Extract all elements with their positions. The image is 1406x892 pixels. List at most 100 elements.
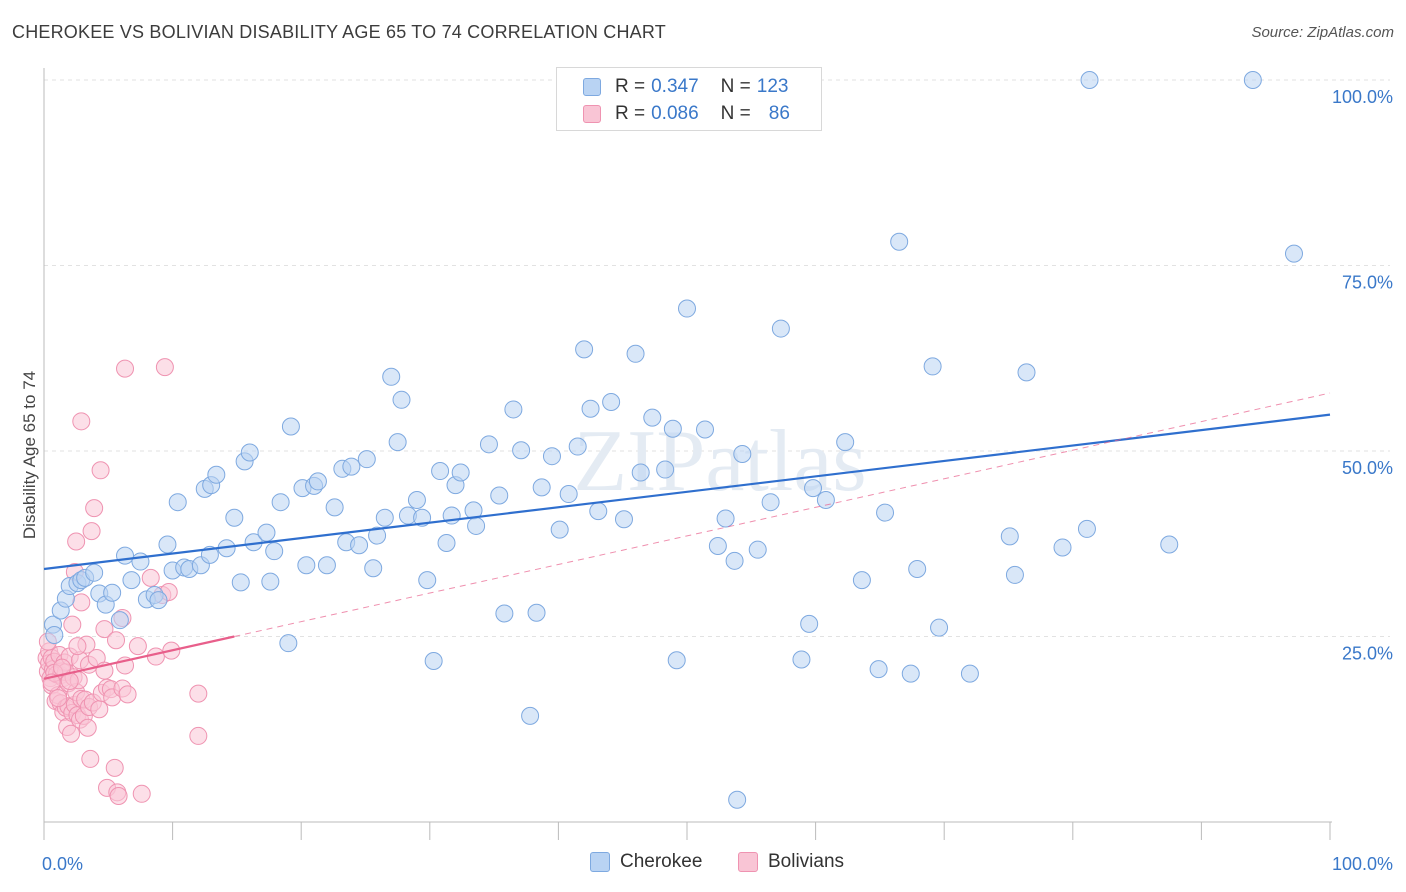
data-point-cherokee <box>1160 535 1179 554</box>
data-point-cherokee <box>521 706 540 725</box>
data-point-cherokee <box>559 485 578 504</box>
data-point-cherokee <box>257 523 276 542</box>
data-point-bolivians <box>72 412 91 431</box>
data-point-cherokee <box>716 509 735 528</box>
data-point-cherokee <box>357 450 376 469</box>
data-point-cherokee <box>490 486 509 505</box>
data-point-cherokee <box>696 420 715 439</box>
data-point-cherokee <box>240 443 259 462</box>
legend-swatch-cherokee <box>583 78 601 96</box>
correlation-legend: R = 0.347 N = 123 R = 0.086 N = 86 <box>556 67 822 131</box>
data-point-cherokee <box>431 462 450 481</box>
data-point-cherokee <box>771 319 790 338</box>
data-point-cherokee <box>168 493 187 512</box>
data-point-cherokee <box>1077 519 1096 538</box>
data-point-cherokee <box>418 571 437 590</box>
data-point-cherokee <box>804 479 823 498</box>
data-point-bolivians <box>81 749 100 768</box>
data-point-cherokee <box>908 559 927 578</box>
data-point-bolivians <box>90 700 109 719</box>
x-tick-label: 100.0% <box>1332 854 1393 874</box>
data-point-bolivians <box>53 658 72 677</box>
data-point-bolivians <box>118 685 137 704</box>
data-point-cherokee <box>279 634 298 653</box>
data-point-cherokee <box>231 573 250 592</box>
data-point-cherokee <box>930 618 949 637</box>
y-tick-label: 50.0% <box>1342 458 1393 478</box>
data-point-bolivians <box>62 724 81 743</box>
data-point-cherokee <box>122 571 141 590</box>
data-point-cherokee <box>382 367 401 386</box>
data-point-cherokee <box>437 534 456 553</box>
legend-r-label: R = <box>615 103 646 124</box>
x-tick-label: 0.0% <box>42 854 83 874</box>
data-point-cherokee <box>614 510 633 529</box>
data-point-bolivians <box>82 522 101 541</box>
data-point-cherokee <box>667 651 686 670</box>
data-point-bolivians <box>189 684 208 703</box>
data-point-cherokee <box>836 433 855 452</box>
legend-swatch-cherokee <box>590 852 610 872</box>
legend-swatch-bolivians <box>738 852 758 872</box>
series-cherokee <box>44 71 1303 809</box>
data-point-bolivians <box>49 689 68 708</box>
data-point-cherokee <box>728 790 747 809</box>
data-point-cherokee <box>149 591 168 610</box>
data-point-cherokee <box>852 571 871 590</box>
data-point-cherokee <box>392 390 411 409</box>
y-tick-label: 25.0% <box>1342 644 1393 664</box>
chart-title: CHEROKEE VS BOLIVIAN DISABILITY AGE 65 T… <box>12 22 666 42</box>
data-point-bolivians <box>128 637 147 656</box>
gridlines <box>44 79 1390 637</box>
data-point-cherokee <box>542 447 561 466</box>
data-point-bolivians <box>95 620 114 639</box>
legend-n-label: N = <box>720 76 751 97</box>
data-point-cherokee <box>350 536 369 555</box>
data-point-cherokee <box>375 508 394 527</box>
data-point-cherokee <box>116 546 135 565</box>
data-point-cherokee <box>901 664 920 683</box>
data-point-bolivians <box>91 461 110 480</box>
data-point-cherokee <box>271 493 290 512</box>
y-tick-label: 75.0% <box>1342 273 1393 293</box>
data-point-cherokee <box>342 457 361 476</box>
tick-labels: 25.0% 50.0% 75.0% 100.0% 0.0% 100.0% <box>42 87 1393 874</box>
data-point-cherokee <box>708 536 727 555</box>
data-point-cherokee <box>451 463 470 482</box>
data-point-cherokee <box>467 516 486 535</box>
data-point-cherokee <box>388 433 407 452</box>
data-point-bolivians <box>67 532 86 551</box>
axes <box>43 68 1332 840</box>
data-point-bolivians <box>141 568 160 587</box>
legend-row-cherokee: R = 0.347 N = 123 <box>583 74 792 100</box>
data-point-cherokee <box>960 664 979 683</box>
data-point-cherokee <box>890 232 909 251</box>
data-point-cherokee <box>45 626 64 645</box>
data-point-bolivians <box>146 647 165 666</box>
data-point-cherokee <box>1005 565 1024 584</box>
data-point-cherokee <box>1053 538 1072 557</box>
data-point-cherokee <box>479 435 498 454</box>
data-point-cherokee <box>568 437 587 456</box>
data-point-cherokee <box>495 604 514 623</box>
data-point-cherokee <box>308 472 327 491</box>
data-point-cherokee <box>504 400 523 419</box>
data-point-cherokee <box>869 660 888 679</box>
data-point-cherokee <box>407 490 426 509</box>
data-point-cherokee <box>424 651 443 670</box>
data-point-bolivians <box>189 726 208 745</box>
y-tick-label: 100.0% <box>1332 87 1393 107</box>
legend-label-cherokee: Cherokee <box>620 851 703 872</box>
data-point-bolivians <box>155 358 174 377</box>
data-point-cherokee <box>656 460 675 479</box>
source-label: Source: ZipAtlas.com <box>1251 24 1394 41</box>
data-point-cherokee <box>512 441 531 460</box>
trend-line-bolivians <box>43 635 235 680</box>
data-point-bolivians <box>85 499 104 518</box>
data-point-cherokee <box>923 357 942 376</box>
data-point-cherokee <box>317 556 336 575</box>
data-point-cherokee <box>261 572 280 591</box>
series-legend: Cherokee Bolivians <box>0 851 1406 879</box>
data-point-cherokee <box>368 526 387 545</box>
data-point-cherokee <box>532 478 551 497</box>
